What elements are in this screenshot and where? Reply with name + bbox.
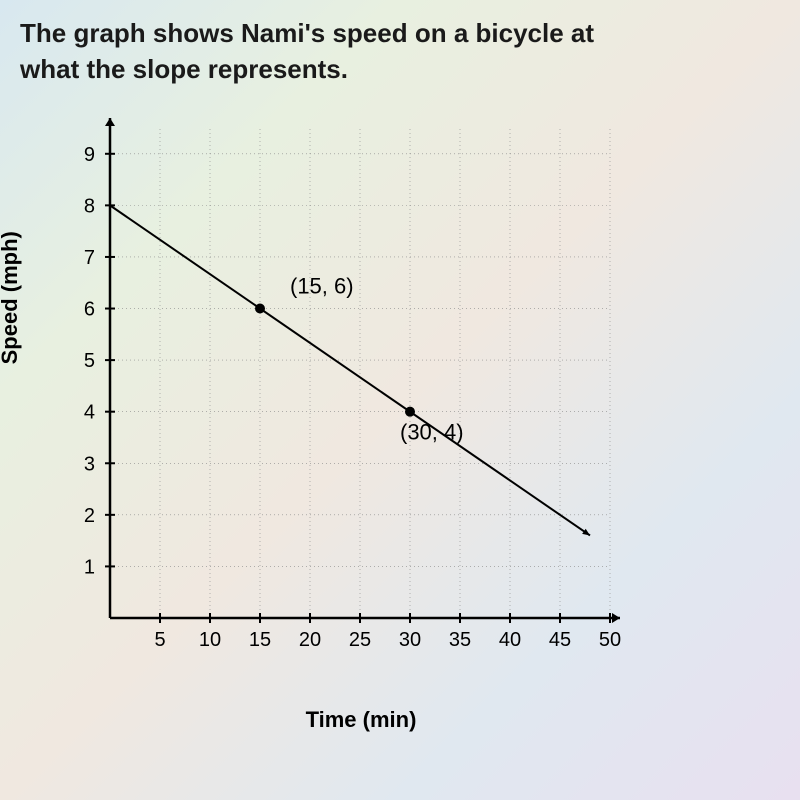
prompt-line2: what the slope represents. — [20, 54, 348, 84]
svg-text:35: 35 — [449, 629, 471, 651]
y-axis-label: Speed (mph) — [0, 231, 23, 364]
svg-text:9: 9 — [84, 144, 95, 166]
svg-text:5: 5 — [84, 350, 95, 372]
svg-text:8: 8 — [84, 195, 95, 217]
chart-container: Speed (mph) 5101520253035404550123456789… — [20, 108, 640, 728]
svg-text:6: 6 — [84, 298, 95, 320]
svg-text:30: 30 — [399, 629, 421, 651]
svg-text:2: 2 — [84, 505, 95, 527]
svg-text:10: 10 — [199, 629, 221, 651]
svg-text:7: 7 — [84, 247, 95, 269]
svg-text:1: 1 — [84, 556, 95, 578]
svg-text:40: 40 — [499, 629, 521, 651]
svg-text:20: 20 — [299, 629, 321, 651]
svg-text:15: 15 — [249, 629, 271, 651]
prompt-line1: The graph shows Nami's speed on a bicycl… — [20, 18, 594, 48]
svg-text:(15, 6): (15, 6) — [290, 273, 354, 298]
svg-text:3: 3 — [84, 453, 95, 475]
svg-text:5: 5 — [154, 629, 165, 651]
svg-text:25: 25 — [349, 629, 371, 651]
svg-text:45: 45 — [549, 629, 571, 651]
svg-text:(30, 4): (30, 4) — [400, 419, 464, 444]
svg-text:50: 50 — [599, 629, 621, 651]
x-axis-label: Time (min) — [306, 707, 417, 733]
question-prompt: The graph shows Nami's speed on a bicycl… — [20, 15, 780, 88]
speed-time-chart: 5101520253035404550123456789(15, 6)(30, … — [20, 108, 640, 688]
svg-text:4: 4 — [84, 401, 95, 423]
